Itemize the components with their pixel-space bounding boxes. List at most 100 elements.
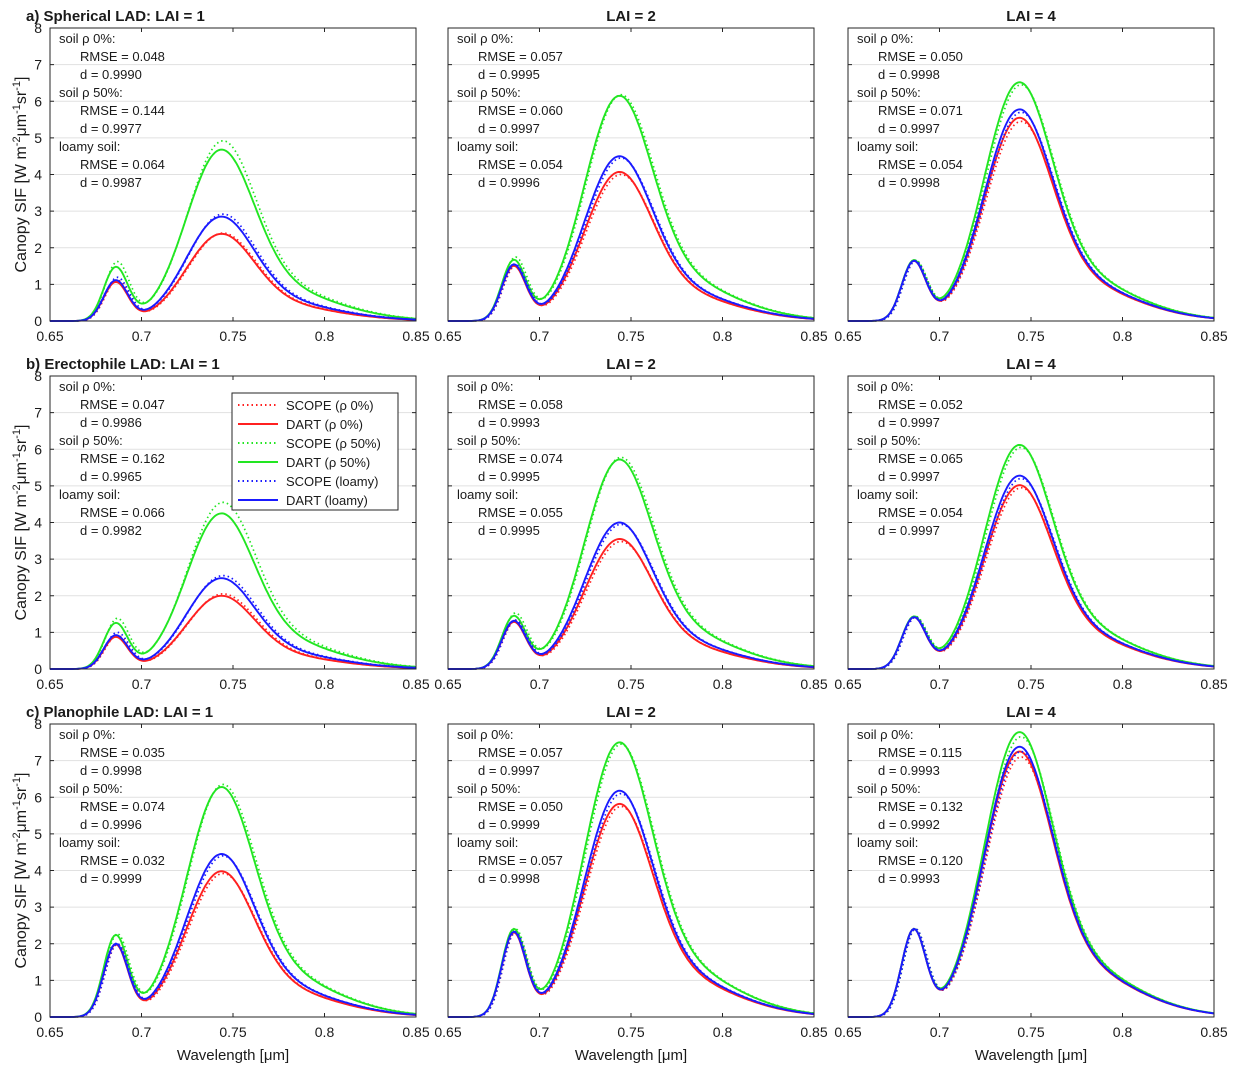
series-group [448,93,815,322]
stats-label: soil ρ 50%: [857,85,921,100]
y-axis-label-part: ] [13,77,30,81]
y-tick-label: 8 [34,20,42,36]
y-tick-label: 3 [34,899,42,915]
y-tick-label: 4 [34,515,42,531]
subplot-title: LAI = 2 [606,356,656,373]
stats-label: soil ρ 0%: [457,31,514,46]
series-line-rho50-scope [50,501,417,670]
subplot-title: b) Erectophile LAD: LAI = 1 [26,356,220,373]
x-tick-label: 0.7 [132,328,152,344]
stats-label: soil ρ 50%: [59,433,123,448]
x-tick-label: 0.85 [402,328,429,344]
x-tick-label: 0.75 [1017,1024,1044,1040]
y-tick-label: 5 [34,478,42,494]
stats-label: soil ρ 50%: [59,781,123,796]
x-tick-label: 0.7 [930,328,950,344]
stats-d: d = 0.9997 [478,121,540,136]
y-tick-label: 8 [34,716,42,732]
y-tick-label: 1 [34,624,42,640]
stats-d: d = 0.9995 [478,523,540,538]
subplot-3: 0.65 0.7 0.75 0.8 0.85 LAI = 4 soil ρ 0%: RMSE … [834,8,1227,344]
stats-d: d = 0.9997 [878,121,940,136]
series-group [848,81,1215,322]
series-line-loamy-dart [848,108,1215,322]
stats-annotation: soil ρ 0%: RMSE = 0.058 d = 0.9993 soil ρ 5… [457,379,563,538]
stats-annotation: soil ρ 0%: RMSE = 0.115 d = 0.9993 soil ρ 5… [857,727,963,886]
series-line-loamy-dart [50,577,417,670]
stats-d: d = 0.9997 [878,469,940,484]
y-tick-label: 0 [34,313,42,329]
stats-d: d = 0.9996 [478,175,540,190]
stats-rmse: RMSE = 0.052 [878,397,963,412]
legend-entry: DART (ρ 0%) [286,417,363,432]
stats-rmse: RMSE = 0.060 [478,103,563,118]
series-line-loamy-scope [448,792,815,1018]
stats-label: soil ρ 50%: [857,433,921,448]
x-tick-label: 0.7 [530,676,550,692]
stats-label: soil ρ 50%: [457,85,521,100]
x-axis-label: Wavelength [μm] [177,1047,289,1064]
x-tick-label: 0.75 [219,676,246,692]
stats-d: d = 0.9997 [478,763,540,778]
subplot-1: 0.65 0.7 0.75 0.8 0.85 0 1 2 3 4 5 6 7 8a) Spherical … [26,8,430,344]
series-line-loamy-scope [848,477,1215,670]
subplot-title: LAI = 4 [1006,356,1056,373]
stats-rmse: RMSE = 0.057 [478,745,563,760]
series-line-loamy-scope [50,855,417,1018]
stats-rmse: RMSE = 0.064 [80,157,165,172]
y-tick-label: 2 [34,240,42,256]
series-group [50,501,417,670]
y-axis-label-part: sr [13,90,30,104]
x-tick-label: 0.8 [315,676,335,692]
stats-rmse: RMSE = 0.132 [878,799,963,814]
series-line-rho50-dart [448,94,815,322]
stats-label: soil ρ 0%: [59,727,116,742]
x-tick-label: 0.75 [219,328,246,344]
y-axis-label-part: ] [13,425,30,429]
y-tick-label: 6 [34,789,42,805]
y-tick-label: 1 [34,276,42,292]
stats-rmse: RMSE = 0.047 [80,397,165,412]
stats-rmse: RMSE = 0.055 [478,505,563,520]
stats-rmse: RMSE = 0.057 [478,49,563,64]
x-tick-label: 0.65 [36,328,63,344]
stats-rmse: RMSE = 0.032 [80,853,165,868]
stats-label: loamy soil: [457,139,518,154]
x-tick-label: 0.75 [1017,328,1044,344]
y-axis-label-part: -2 [11,832,23,842]
stats-d: d = 0.9965 [80,469,142,484]
series-line-loamy-scope [448,523,815,670]
y-axis-label-part: -2 [11,136,23,146]
x-tick-label: 0.7 [530,328,550,344]
stats-annotation: soil ρ 0%: RMSE = 0.035 d = 0.9998 soil ρ 5… [59,727,165,886]
x-tick-label: 0.7 [132,676,152,692]
stats-rmse: RMSE = 0.162 [80,451,165,466]
y-tick-label: 4 [34,167,42,183]
stats-d: d = 0.9982 [80,523,142,538]
stats-rmse: RMSE = 0.050 [478,799,563,814]
x-tick-label: 0.65 [36,676,63,692]
y-tick-label: 0 [34,1009,42,1025]
y-tick-label: 8 [34,368,42,384]
subplot-title: LAI = 4 [1006,8,1056,25]
stats-label: soil ρ 0%: [59,31,116,46]
stats-annotation: soil ρ 0%: RMSE = 0.050 d = 0.9998 soil ρ 5… [857,31,963,190]
series-line-loamy-scope [50,213,417,322]
x-tick-label: 0.7 [930,676,950,692]
stats-label: loamy soil: [857,487,918,502]
x-tick-label: 0.8 [713,328,733,344]
series-line-rho0-scope [848,756,1215,1018]
stats-rmse: RMSE = 0.054 [878,157,963,172]
stats-d: d = 0.9993 [878,871,940,886]
subplot-4: 0.65 0.7 0.75 0.8 0.85 0 1 2 3 4 5 6 7 8b) Erectophil… [26,356,430,692]
subplot-7: 0.65 0.7 0.75 0.8 0.85 0 1 2 3 4 5 6 7 8c) Planophile… [26,704,430,1064]
x-tick-label: 0.65 [434,1024,461,1040]
x-tick-label: 0.75 [219,1024,246,1040]
series-line-loamy-scope [448,157,815,322]
stats-d: d = 0.9998 [80,763,142,778]
subplot-title: LAI = 2 [606,8,656,25]
stats-rmse: RMSE = 0.074 [478,451,563,466]
stats-rmse: RMSE = 0.050 [878,49,963,64]
stats-rmse: RMSE = 0.054 [878,505,963,520]
